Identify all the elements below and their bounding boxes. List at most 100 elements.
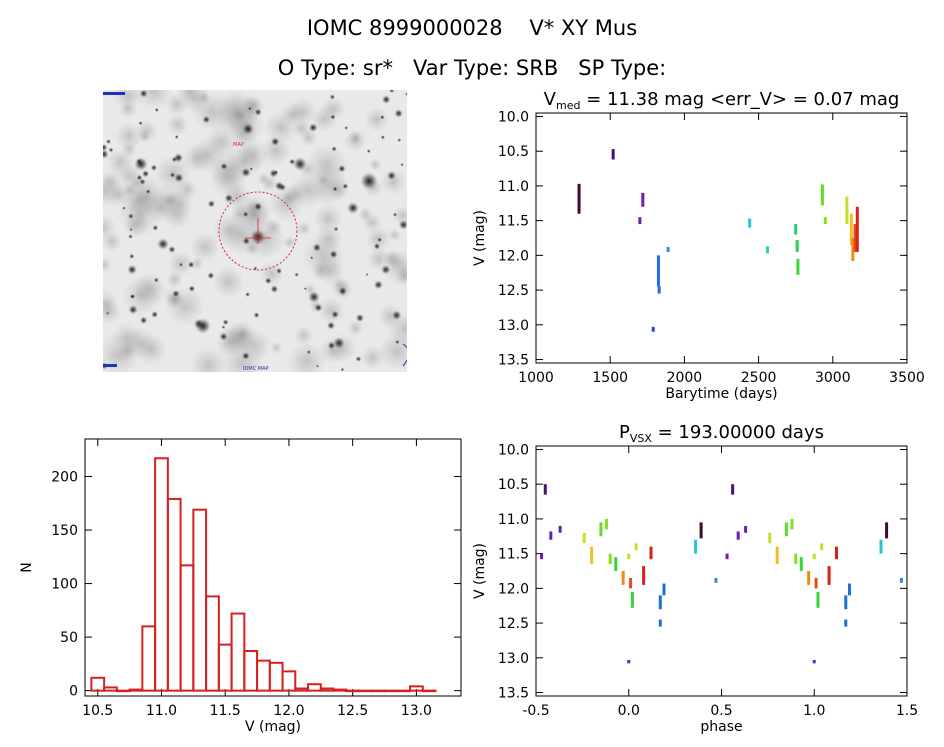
lightcurve-title: Vmed = 11.38 mag <err_V> = 0.07 mag: [544, 89, 900, 112]
lightcurve-point: [651, 326, 655, 332]
phased-point: [736, 531, 740, 540]
finder-star: [306, 349, 311, 355]
finder-star: [355, 313, 365, 323]
finder-bright-star: [308, 291, 320, 303]
lightcurve-xtick-label: 3500: [889, 370, 925, 386]
finder-haze-blob: [189, 231, 221, 262]
lightcurve-point: [851, 238, 855, 261]
histogram-bar: [396, 689, 412, 693]
finder-star: [331, 146, 337, 152]
histogram-xtick-label: 12.5: [337, 703, 368, 719]
finder-star: [108, 147, 114, 153]
finder-star: [264, 277, 272, 285]
histogram-bar: [421, 689, 437, 693]
phased-title: PVSX = 193.00000 days: [619, 422, 824, 445]
histogram-bar: [128, 688, 144, 692]
phased-point: [816, 591, 820, 608]
phased-xtick-label: -0.5: [522, 703, 549, 719]
finder-haze-blob: [360, 345, 385, 370]
phased-point: [621, 571, 625, 585]
finder-haze-blob: [182, 144, 212, 173]
phased-plot-frame: [535, 445, 908, 697]
finder-star: [103, 149, 109, 159]
finder-star: [247, 106, 252, 111]
histogram-bar: [281, 670, 297, 692]
finder-star: [338, 164, 346, 173]
finder-star: [380, 135, 386, 140]
histogram-bar: [141, 625, 157, 692]
finder-star: [145, 189, 151, 194]
phased-xtick-label: 1.0: [803, 703, 825, 719]
finder-star: [394, 109, 404, 118]
lightcurve-ytick-label: 10.5: [498, 144, 529, 160]
lightcurve-point: [795, 240, 799, 252]
phased-point: [590, 546, 594, 565]
histogram-bar: [192, 508, 208, 692]
phased-point: [627, 553, 631, 560]
histogram-bar: [345, 689, 361, 693]
histogram-bar: [217, 643, 233, 692]
phased-ytick-label: 12.5: [498, 616, 529, 632]
finder-star: [179, 262, 184, 267]
phased-xtick-label: 0.5: [710, 703, 732, 719]
phased-point: [835, 546, 839, 560]
finder-star: [366, 149, 371, 154]
finder-bright-star: [157, 238, 169, 250]
lightcurve-point: [845, 196, 849, 225]
lightcurve-point: [849, 213, 853, 245]
phased-point: [768, 532, 772, 544]
phased-point: [885, 522, 889, 539]
histogram-bar: [307, 683, 322, 692]
histogram-xtick-label: 11.0: [146, 703, 177, 719]
histogram-ytick-label: 150: [51, 523, 78, 539]
histogram-bar: [154, 457, 169, 692]
phased-xtick-label: 0.0: [618, 703, 640, 719]
phased-point: [879, 539, 883, 554]
histogram-bar: [166, 497, 182, 692]
lightcurve-ytick-label: 10.0: [498, 109, 529, 125]
lightcurve-point: [611, 149, 615, 160]
phased-point: [614, 557, 618, 571]
finder-star: [395, 339, 400, 345]
finder-bright-star: [333, 337, 345, 349]
phased-xlabel: phase: [700, 719, 742, 735]
finder-star-field: [103, 90, 407, 372]
phased-point: [807, 571, 811, 585]
phased-point: [642, 566, 646, 585]
finder-star: [389, 90, 395, 94]
lightcurve-point: [794, 224, 798, 235]
finder-haze-blob: [388, 228, 402, 242]
phased-ytick-label: 13.5: [498, 686, 529, 702]
finder-haze-blob: [314, 224, 344, 254]
finder-star: [174, 134, 179, 139]
finder-star: [253, 202, 263, 211]
phased-ytick-label: 11.0: [498, 512, 529, 528]
finder-haze-blob: [103, 214, 117, 241]
finder-star: [253, 312, 260, 319]
finder-haze-blob: [364, 107, 390, 133]
finder-star: [121, 206, 126, 211]
phased-xtick-label: 1.5: [896, 703, 918, 719]
phased-point: [784, 522, 788, 537]
finder-star: [242, 237, 251, 245]
finder-star: [174, 173, 184, 183]
phased-point: [814, 577, 818, 589]
phased-point: [662, 583, 666, 596]
object-type-line: O Type: sr* Var Type: SRB SP Type:: [277, 56, 667, 80]
finder-star: [303, 287, 307, 291]
lightcurve-point: [766, 246, 770, 254]
finder-haze-blob: [135, 333, 168, 366]
finder-top-label: MAP: [233, 142, 244, 148]
phased-ylabel: V (mag): [472, 543, 488, 599]
phased-point: [820, 543, 824, 551]
histogram-ytick-label: 200: [51, 469, 78, 485]
finder-star: [373, 280, 383, 290]
finder-star: [312, 243, 322, 252]
lightcurve-xtick-label: 1500: [592, 370, 628, 386]
finder-star: [153, 277, 159, 283]
lightcurve-point: [855, 206, 859, 252]
histogram-ytick-label: 100: [51, 577, 78, 593]
finder-haze-blob: [347, 319, 364, 337]
finder-haze-blob: [387, 311, 407, 348]
